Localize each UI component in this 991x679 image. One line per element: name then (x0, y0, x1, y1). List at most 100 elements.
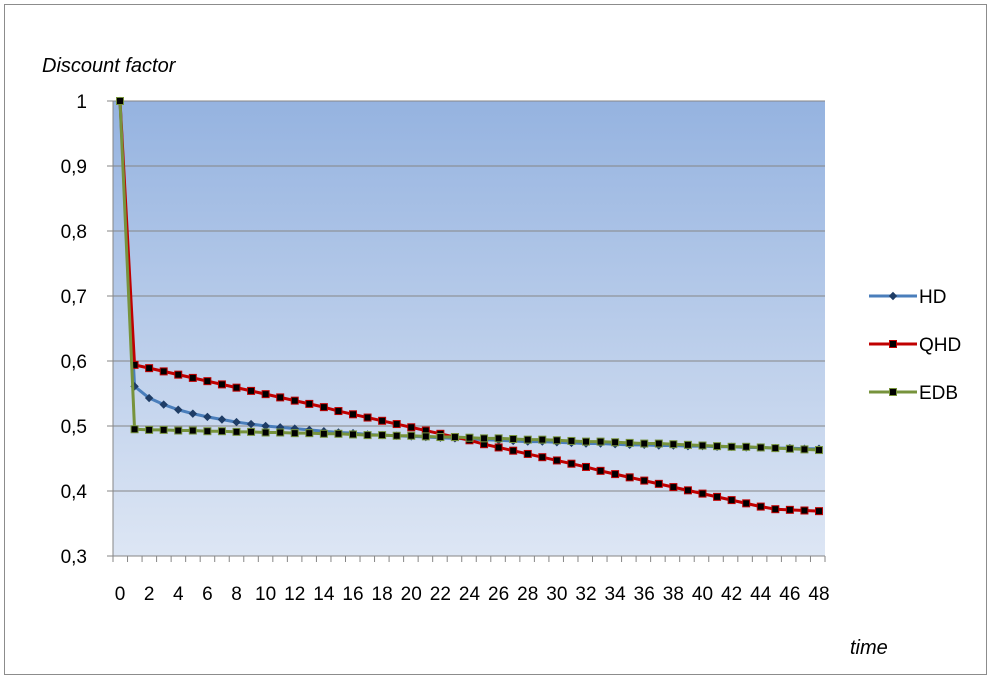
data-point-edb (232, 427, 241, 436)
x-tick-label: 48 (808, 584, 829, 605)
data-point-edb (378, 431, 387, 440)
data-point-qhd (611, 470, 620, 479)
data-point-qhd (349, 410, 357, 419)
x-tick-label: 16 (342, 584, 363, 605)
x-tick-label: 34 (605, 584, 627, 605)
legend-label-edb: EDB (919, 383, 958, 404)
data-point-qhd (640, 476, 649, 485)
data-point-edb (815, 446, 823, 455)
data-point-qhd (669, 483, 678, 492)
x-tick-label: 2 (144, 584, 155, 605)
data-point-qhd (567, 459, 576, 468)
x-tick-label: 46 (779, 584, 800, 605)
data-point-edb (392, 431, 401, 440)
x-tick-label: 40 (692, 584, 713, 605)
x-tick-label: 26 (488, 584, 509, 605)
x-tick-label: 38 (663, 584, 684, 605)
data-point-edb (538, 435, 547, 444)
x-tick-label: 12 (284, 584, 305, 605)
data-point-edb (523, 435, 532, 444)
data-point-edb (276, 428, 285, 437)
x-tick-label: 28 (517, 584, 538, 605)
data-point-edb (771, 444, 780, 453)
data-point-qhd (756, 502, 765, 511)
data-point-qhd (625, 473, 634, 482)
y-tick-label: 0,3 (61, 547, 87, 568)
data-point-edb (334, 429, 343, 438)
data-point-hd (188, 409, 198, 418)
data-point-qhd (596, 466, 605, 475)
data-point-edb (727, 442, 736, 451)
data-point-qhd (334, 407, 343, 416)
data-point-edb (669, 440, 678, 449)
data-point-hd (232, 417, 241, 427)
x-tick-label: 8 (231, 584, 242, 605)
data-point-edb (713, 442, 722, 451)
data-point-hd (217, 415, 227, 424)
plot-area (113, 101, 825, 556)
data-point-qhd (276, 393, 285, 402)
data-point-edb (494, 434, 503, 443)
data-point-edb (450, 433, 459, 442)
series-layer (115, 96, 824, 516)
data-point-edb (582, 437, 590, 446)
data-point-edb (785, 444, 794, 453)
data-point-edb (800, 445, 809, 454)
x-axis-title: time (850, 637, 888, 659)
data-point-edb (407, 431, 416, 440)
legend-marker-qhd (889, 340, 897, 348)
data-point-edb (188, 426, 197, 435)
legend-item-hd: HD (869, 287, 946, 308)
data-point-edb (145, 425, 154, 434)
data-point-hd (144, 393, 154, 403)
data-point-qhd (174, 370, 183, 379)
data-point-edb (363, 431, 372, 440)
data-point-edb (261, 428, 270, 437)
legend-item-edb: EDB (869, 383, 958, 404)
data-point-edb (625, 438, 634, 447)
data-point-hd (203, 412, 212, 422)
x-tick-label: 30 (546, 584, 567, 605)
data-point-edb (683, 440, 692, 449)
data-point-qhd (203, 377, 212, 386)
data-point-qhd (538, 453, 547, 462)
data-point-qhd (800, 506, 809, 515)
y-tick-label: 0,5 (61, 417, 87, 438)
data-point-qhd (261, 390, 270, 399)
data-point-edb (116, 97, 124, 105)
data-point-edb (552, 436, 561, 445)
data-point-qhd (683, 486, 692, 495)
y-tick-label: 0,7 (61, 287, 87, 308)
x-tick-label: 42 (721, 584, 742, 605)
y-tick-label: 0,4 (61, 482, 88, 503)
data-point-qhd (582, 462, 590, 471)
legend-label-qhd: QHD (919, 335, 961, 356)
x-tick-label: 0 (115, 584, 126, 605)
y-tick-labels: 0,3 0,4 0,5 0,6 0,7 0,8 0,9 1 (61, 92, 88, 568)
data-point-edb (349, 430, 357, 439)
x-tick-label: 18 (372, 584, 393, 605)
data-point-qhd (654, 479, 663, 488)
x-tick-label: 10 (255, 584, 276, 605)
data-point-edb (130, 425, 139, 434)
data-point-edb (203, 427, 212, 436)
data-point-hd (246, 419, 256, 429)
data-point-qhd (188, 373, 197, 382)
data-point-qhd (392, 420, 401, 429)
data-point-edb (421, 432, 430, 441)
x-tick-label: 14 (313, 584, 335, 605)
x-tick-label: 6 (202, 584, 213, 605)
data-point-qhd (319, 403, 328, 412)
data-point-hd (174, 405, 183, 414)
data-point-qhd (407, 423, 416, 432)
data-point-qhd (785, 505, 794, 514)
data-point-qhd (698, 489, 707, 498)
data-point-edb (509, 435, 518, 443)
series-edb (116, 97, 823, 455)
y-tick-label: 0,9 (61, 157, 87, 178)
data-point-qhd (363, 413, 372, 422)
x-tick-label: 22 (430, 584, 451, 605)
data-point-qhd (494, 443, 503, 452)
legend: HD QHD EDB (869, 287, 961, 404)
